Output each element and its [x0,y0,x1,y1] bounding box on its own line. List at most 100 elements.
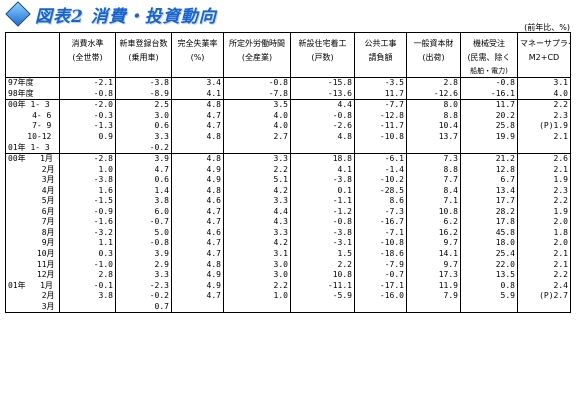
table-cell: 2.5 [115,99,172,111]
table-cell: -8.9 [115,88,172,101]
table-cell: 2.9 [115,259,172,270]
data-table: 消費水準 新車登録台数 完全失業率 所定外労働時間 新設住宅着工 公共工事 一般資本財 機械受… [5,32,571,314]
table-cell: 4.7 [171,238,224,249]
table-cell: -16.1 [460,88,518,101]
table-cell: -0.2 [115,290,172,302]
table-cell: 7.3 [406,153,461,165]
table-cell: -0.8 [460,77,518,89]
table-row: 10-12 0.9 3.3 4.8 2.7 4.8 -10.8 13.7 19.9 2.1 [6,131,571,143]
table-cell: 19.9 [460,131,518,143]
table-cell: 0.8 [460,280,518,291]
table-cell: 10.4 [406,121,461,132]
column-header-l2: (乗用車) [115,50,172,64]
table-cell: 5.9 [460,290,518,302]
table-cell: 8.4 [406,185,461,197]
header-row-3: 船舶・電力) [5,64,571,78]
table-cell [59,142,116,154]
table-cell: 4.8 [290,131,355,143]
column-header-l2: (%) [171,50,224,64]
table-cell: 4.0 [223,110,291,122]
table-cell: -0.1 [59,280,116,291]
table-row: 01年 1月 -0.1 -2.3 4.9 2.2 -11.1 -17.1 11.9 0.8 2.4 [6,280,571,291]
table-cell: -0.2 [115,142,172,154]
table-cell: -10.8 [354,131,407,143]
table-cell: 22.0 [460,259,518,270]
header-row-1: 消費水準 新車登録台数 完全失業率 所定外労働時間 新設住宅着工 公共工事 一般資本財 機械受… [6,32,571,50]
table-cell: -7.1 [354,227,407,239]
table-cell: -3.8 [290,227,355,239]
table-cell: -3.8 [290,174,355,186]
table-cell: 4.8 [171,131,224,143]
table-cell: 6.2 [406,217,461,228]
table-cell: -10.2 [354,174,407,186]
table-cell: 2.7 [223,131,291,143]
row-label: 11月 [8,259,55,269]
table-cell: -1.2 [290,206,355,218]
table-cell: 17.3 [406,269,461,281]
table-cell: 4.7 [171,290,224,302]
table-cell [354,301,407,313]
table-cell: 2.2 [517,99,571,111]
table-cell: -7.7 [354,99,407,111]
table-cell: 4.7 [171,121,224,132]
table-cell: 11.7 [460,99,518,111]
table-cell [517,301,571,313]
table-cell: 0.9 [59,131,116,143]
table-cell: 4.2 [223,185,291,197]
table-cell: 2.1 [517,164,571,175]
table-cell: 12.8 [460,164,518,175]
table-row: 12月 2.8 3.3 4.9 3.0 10.8 -0.7 17.3 13.5 2.2 [6,269,571,281]
table-cell: -1.0 [59,259,116,270]
table-cell: 6.7 [460,174,518,186]
table-cell: 3.9 [115,248,172,260]
table-cell: 17.8 [460,217,518,228]
row-label: 98年度 [5,88,60,101]
table-cell: -0.8 [59,88,116,101]
column-header-l3 [517,64,571,78]
table-cell: 13.7 [406,131,461,143]
row-label: 97年度 [8,78,34,88]
table-cell: 1.5 [290,248,355,260]
table-cell: 4.8 [171,259,224,270]
table-cell [290,142,355,154]
table-row: 11月 -1.0 2.9 4.8 3.0 2.2 -7.9 9.7 22.0 2.1 [6,259,571,270]
table-cell [59,301,116,313]
column-header-l3 [115,64,172,78]
table-cell: 3.4 [171,77,224,89]
table-cell: -16.0 [354,290,407,302]
table-cell: 1.0 [59,164,116,175]
table-row: 4- 6 -0.3 3.0 4.7 4.0 -0.8 -12.8 8.8 20.2 2.3 [6,110,571,122]
table-cell: -12.8 [354,110,407,122]
table-cell: 4.9 [171,269,224,281]
table-cell: 1.0 [223,290,291,302]
table-cell: 2.4 [517,280,571,291]
table-cell [460,301,518,313]
table-cell: -13.6 [290,88,355,101]
table-cell: 2.0 [517,238,571,249]
table-cell: 2.8 [406,77,461,89]
table-cell: 21.2 [460,153,518,165]
table-cell: -28.5 [354,185,407,197]
table-cell: 3.3 [115,269,172,281]
table-cell: -1.5 [59,196,116,207]
table-cell: 0.1 [290,185,355,197]
column-header-l3 [171,64,224,78]
table-row: 98年度 -0.8 -8.9 4.1 -7.8 -13.6 11.7 -12.6 -16.1 4.… [5,88,571,101]
table-cell: 8.8 [406,110,461,122]
table-cell: (P)1.9 [517,121,571,132]
table-cell: 18.8 [290,153,355,165]
table-cell: 1.8 [517,227,571,239]
table-cell: 1.9 [517,206,571,218]
table-cell [406,301,461,313]
table-cell: 3.1 [517,77,571,89]
title-block: 図表2 消費・投資動向 [5,1,217,27]
table-cell: 8.0 [406,99,461,111]
table-cell [290,301,355,313]
column-header-l1: 機械受注 [460,32,518,50]
column-header-l2: 請負額 [354,50,407,64]
table-cell: -2.1 [59,77,116,89]
column-header-l2: (民需、除く [460,50,518,64]
table-cell: -3.2 [59,227,116,239]
table-cell: 4.1 [290,164,355,175]
table-cell: 4.7 [171,206,224,218]
